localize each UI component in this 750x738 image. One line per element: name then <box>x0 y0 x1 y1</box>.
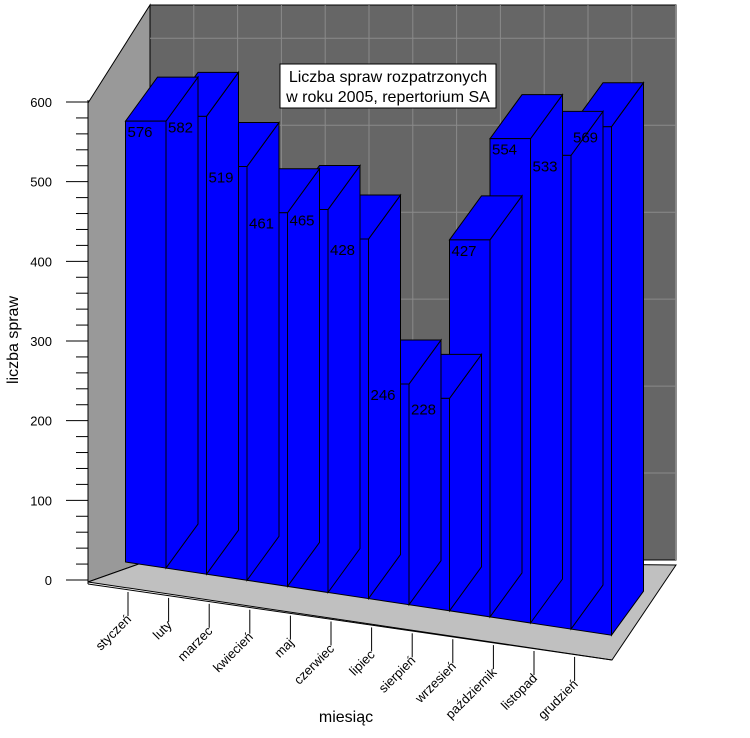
bar-value-label: 428 <box>330 242 355 259</box>
chart-title-line-1: Liczba spraw rozpatrzonych <box>289 69 487 86</box>
chart-title-line-2: w roku 2005, repertorium SA <box>285 89 490 106</box>
x-tick-label: wrzesień <box>411 659 459 707</box>
bar <box>124 75 199 570</box>
x-tick-label: luty <box>150 617 175 642</box>
bar-value-label: 554 <box>492 142 517 159</box>
bar-side <box>287 167 320 588</box>
y-axis: 0 100 200 300 400 500 600 <box>30 95 89 588</box>
bar-value-label: 465 <box>290 213 315 230</box>
bar-side <box>570 109 604 631</box>
x-axis-line <box>87 583 613 661</box>
bar-side <box>611 81 644 637</box>
bar-value-label: 246 <box>371 387 396 404</box>
x-tick-label: marzec <box>175 623 216 664</box>
bar-side <box>206 70 239 576</box>
x-tick-label: kwiecień <box>210 629 256 675</box>
bar-side <box>408 338 442 607</box>
bar-value-label: 427 <box>452 243 477 260</box>
bar-front <box>125 120 167 569</box>
y-axis-title: liczba spraw <box>5 296 22 384</box>
y-tick-label: 400 <box>30 254 52 269</box>
bar-side <box>449 352 482 613</box>
bar-side <box>165 75 199 570</box>
y-tick-label: 0 <box>45 573 52 588</box>
bar-value-label: 576 <box>128 124 153 141</box>
chart-title: Liczba spraw rozpatrzonych w roku 2005, … <box>279 63 497 109</box>
x-tick-label: lipiec <box>346 647 378 679</box>
y-tick-label: 300 <box>30 334 52 349</box>
x-tick-label: listopad <box>498 671 540 713</box>
bar-value-label: 461 <box>249 216 274 233</box>
x-tick-label: czerwiec <box>291 641 338 688</box>
bar-side <box>327 164 361 595</box>
bar-value-label: 582 <box>168 119 193 136</box>
x-axis-title: miesiąc <box>319 709 373 726</box>
x-tick-label: grudzień <box>535 676 581 722</box>
x-tick-label: sierpień <box>376 653 419 696</box>
y-tick-label: 600 <box>30 95 52 110</box>
bar-value-label: 228 <box>411 401 436 418</box>
bar-value-label: 569 <box>573 130 598 147</box>
value-labels: 576 582 519 461 465 428 246 228 427 554 533 569 <box>128 119 599 418</box>
y-tick-label: 100 <box>30 493 52 508</box>
bar-value-label: 519 <box>209 170 234 187</box>
x-tick-label: maj <box>271 635 296 660</box>
chart-title-box <box>279 63 497 109</box>
bar-side <box>489 194 523 619</box>
y-tick-label: 500 <box>30 175 52 190</box>
x-tick-label: styczeń <box>92 612 134 654</box>
y-tick-label: 200 <box>30 414 52 429</box>
bar-value-label: 533 <box>533 158 558 175</box>
bar-side <box>246 120 280 582</box>
bars <box>124 70 645 637</box>
